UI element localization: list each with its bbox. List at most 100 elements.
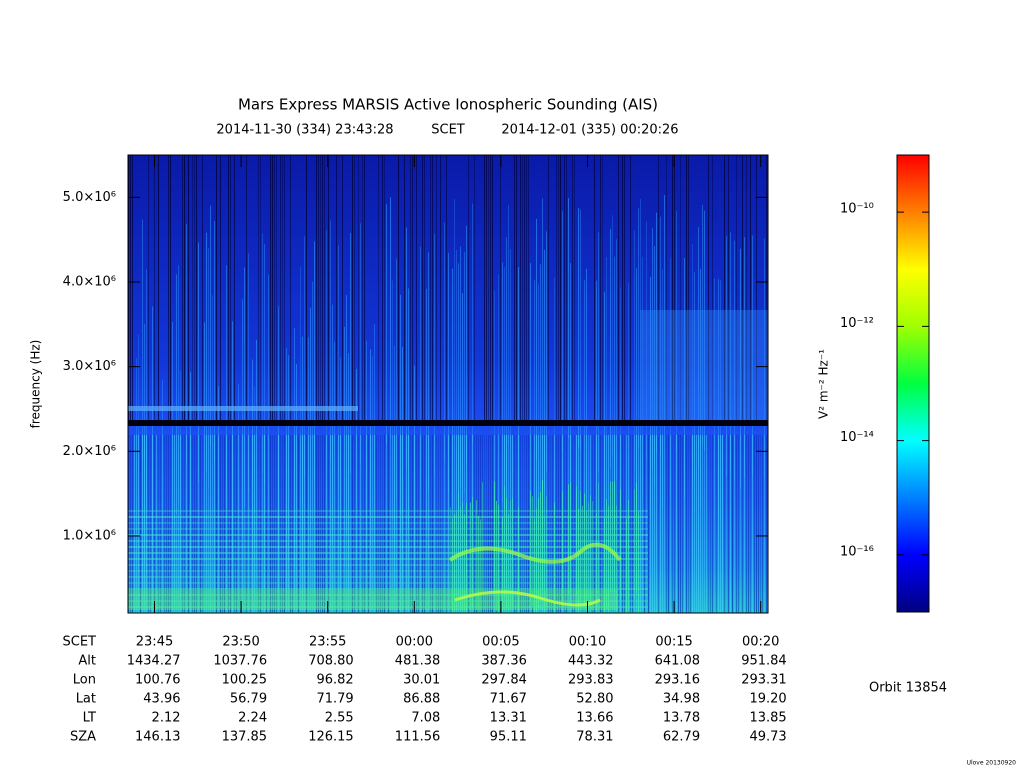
texture bbox=[350, 435, 351, 613]
texture bbox=[276, 435, 277, 613]
ephemeris-value: 293.16 bbox=[655, 673, 701, 688]
texture bbox=[394, 435, 395, 613]
texture bbox=[406, 435, 407, 613]
texture bbox=[762, 435, 763, 613]
texture bbox=[444, 435, 445, 613]
texture bbox=[728, 435, 729, 613]
ephemeris-value: 13.31 bbox=[490, 711, 527, 726]
texture bbox=[614, 256, 615, 497]
ephemeris-value: 30.01 bbox=[403, 673, 440, 688]
texture bbox=[172, 435, 173, 613]
texture bbox=[254, 435, 255, 613]
texture bbox=[462, 293, 463, 534]
texture bbox=[262, 435, 263, 613]
texture bbox=[430, 155, 431, 425]
texture bbox=[200, 435, 201, 613]
texture bbox=[748, 435, 749, 613]
texture bbox=[534, 518, 535, 613]
texture bbox=[462, 435, 463, 613]
texture bbox=[528, 435, 529, 613]
texture bbox=[308, 435, 309, 613]
texture bbox=[190, 435, 191, 613]
texture bbox=[560, 435, 561, 613]
texture bbox=[764, 238, 765, 479]
texture bbox=[666, 435, 667, 613]
texture bbox=[664, 435, 665, 613]
texture bbox=[688, 435, 689, 613]
texture bbox=[492, 435, 493, 613]
texture bbox=[510, 435, 511, 613]
texture bbox=[370, 435, 371, 613]
colorbar-tick-label: 10⁻¹⁴ bbox=[840, 430, 874, 445]
texture bbox=[708, 435, 709, 613]
texture bbox=[382, 155, 383, 425]
texture bbox=[210, 435, 211, 613]
texture bbox=[454, 590, 601, 607]
texture bbox=[434, 233, 435, 474]
texture bbox=[280, 435, 281, 613]
texture bbox=[146, 269, 147, 510]
texture bbox=[612, 481, 613, 592]
texture bbox=[292, 435, 293, 613]
texture bbox=[418, 435, 419, 613]
texture bbox=[644, 435, 645, 613]
texture bbox=[496, 500, 497, 611]
texture bbox=[218, 385, 219, 613]
time-label: 23:45 bbox=[136, 635, 173, 650]
ephemeris-value: 2.24 bbox=[238, 711, 267, 726]
texture bbox=[752, 235, 753, 476]
texture bbox=[552, 435, 553, 613]
texture bbox=[514, 155, 515, 425]
texture bbox=[392, 280, 393, 521]
texture bbox=[150, 435, 151, 613]
texture bbox=[128, 546, 648, 548]
start-time: 2014-11-30 (334) 23:43:28 bbox=[216, 123, 393, 138]
texture bbox=[332, 435, 333, 613]
ephemeris-value: 7.08 bbox=[411, 711, 440, 726]
texture bbox=[202, 435, 203, 613]
texture bbox=[516, 435, 517, 613]
texture bbox=[248, 435, 249, 613]
texture bbox=[138, 435, 139, 613]
ephemeris-value: 100.25 bbox=[222, 673, 268, 688]
texture bbox=[490, 435, 491, 613]
texture bbox=[142, 435, 143, 613]
texture bbox=[560, 155, 561, 425]
texture bbox=[452, 518, 453, 613]
texture bbox=[352, 155, 353, 425]
texture bbox=[668, 435, 669, 613]
texture bbox=[318, 435, 319, 613]
ephemeris-value: 56.79 bbox=[230, 692, 267, 707]
texture bbox=[750, 435, 751, 613]
texture bbox=[750, 155, 751, 425]
texture bbox=[734, 435, 735, 613]
texture bbox=[398, 435, 399, 613]
texture bbox=[430, 435, 431, 613]
texture bbox=[570, 482, 571, 593]
texture bbox=[598, 483, 599, 594]
texture bbox=[572, 155, 573, 425]
texture bbox=[522, 155, 523, 425]
texture bbox=[532, 496, 533, 607]
texture bbox=[720, 280, 721, 521]
texture bbox=[302, 435, 303, 613]
texture bbox=[392, 435, 393, 613]
texture bbox=[288, 435, 289, 613]
texture bbox=[534, 280, 535, 521]
texture bbox=[544, 435, 545, 613]
texture bbox=[422, 435, 423, 613]
texture bbox=[744, 435, 745, 613]
texture bbox=[128, 594, 648, 596]
texture bbox=[638, 510, 639, 613]
texture bbox=[424, 155, 425, 425]
texture bbox=[574, 435, 575, 613]
texture bbox=[428, 252, 429, 493]
texture bbox=[356, 435, 357, 613]
ephemeris-row-label: Lat bbox=[76, 692, 96, 707]
texture bbox=[736, 435, 737, 613]
texture bbox=[372, 435, 373, 613]
texture bbox=[312, 281, 313, 522]
texture bbox=[610, 481, 611, 592]
texture bbox=[188, 155, 189, 425]
